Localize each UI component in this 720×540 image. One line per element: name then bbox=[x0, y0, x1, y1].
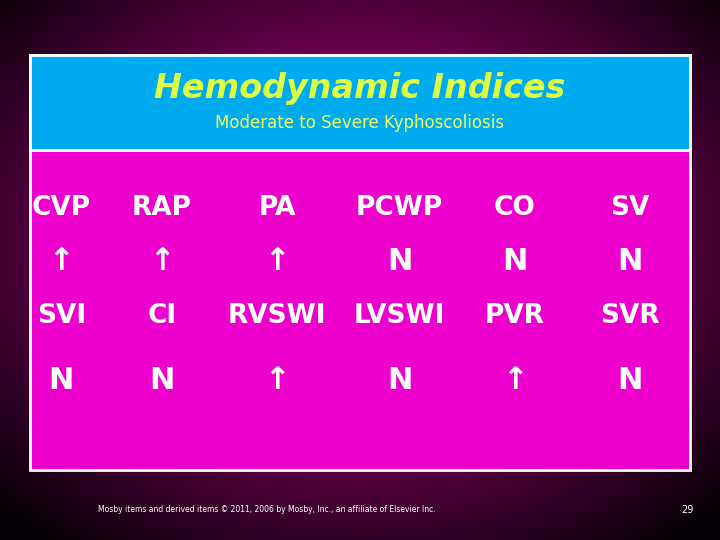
Text: SVR: SVR bbox=[600, 303, 660, 329]
Text: CO: CO bbox=[494, 194, 536, 221]
Text: CVP: CVP bbox=[32, 194, 91, 221]
Text: N: N bbox=[387, 366, 413, 395]
Text: PA: PA bbox=[258, 194, 296, 221]
Bar bbox=[30, 55, 690, 150]
Text: N: N bbox=[149, 366, 175, 395]
Text: CI: CI bbox=[148, 303, 176, 329]
Text: ↑: ↑ bbox=[264, 366, 290, 395]
Text: N: N bbox=[617, 366, 643, 395]
Text: ↑: ↑ bbox=[48, 247, 74, 276]
Text: PVR: PVR bbox=[485, 303, 545, 329]
Text: RAP: RAP bbox=[132, 194, 192, 221]
Text: SVI: SVI bbox=[37, 303, 86, 329]
Text: LVSWI: LVSWI bbox=[354, 303, 445, 329]
Bar bbox=[30, 55, 690, 470]
Text: SV: SV bbox=[611, 194, 649, 221]
Text: 29: 29 bbox=[681, 505, 694, 515]
Text: PCWP: PCWP bbox=[356, 194, 444, 221]
Text: Moderate to Severe Kyphoscoliosis: Moderate to Severe Kyphoscoliosis bbox=[215, 114, 505, 132]
Text: Hemodynamic Indices: Hemodynamic Indices bbox=[154, 72, 566, 105]
Text: N: N bbox=[617, 247, 643, 276]
Text: N: N bbox=[48, 366, 74, 395]
Text: Mosby items and derived items © 2011, 2006 by Mosby, Inc., an affiliate of Elsev: Mosby items and derived items © 2011, 20… bbox=[98, 505, 435, 515]
Text: ↑: ↑ bbox=[264, 247, 290, 276]
Text: ↑: ↑ bbox=[149, 247, 175, 276]
Text: RVSWI: RVSWI bbox=[228, 303, 326, 329]
Text: ↑: ↑ bbox=[502, 366, 528, 395]
Text: N: N bbox=[502, 247, 528, 276]
Text: N: N bbox=[387, 247, 413, 276]
